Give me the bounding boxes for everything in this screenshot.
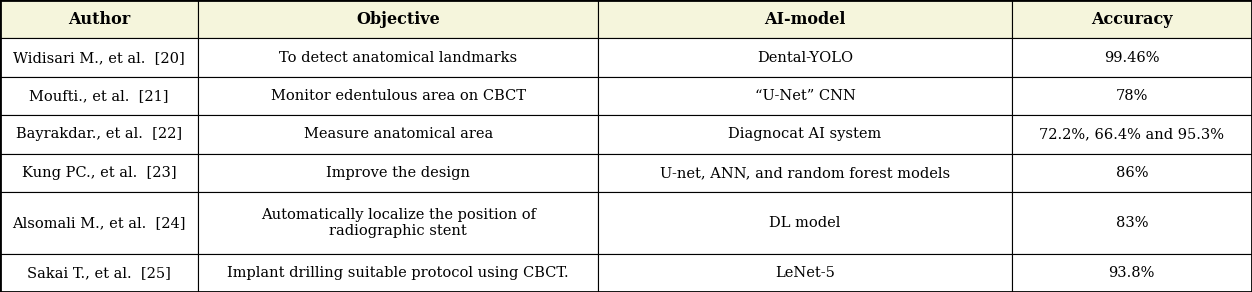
Text: Widisari M., et al.  [20]: Widisari M., et al. [20] [13,51,185,65]
Text: 72.2%, 66.4% and 95.3%: 72.2%, 66.4% and 95.3% [1039,128,1224,141]
Bar [1012,192,1252,253]
Text: 86%: 86% [1116,166,1148,180]
Bar [198,154,598,192]
Bar [1012,253,1252,292]
Text: Objective: Objective [357,11,439,28]
Bar [598,0,1012,39]
Bar [598,154,1012,192]
Text: Measure anatomical area: Measure anatomical area [303,128,493,141]
Text: Bayrakdar., et al.  [22]: Bayrakdar., et al. [22] [16,128,182,141]
Bar [0,253,198,292]
Bar [1012,39,1252,77]
Bar [0,77,198,115]
Bar [598,253,1012,292]
Bar [198,39,598,77]
Bar [1012,154,1252,192]
Bar [598,192,1012,253]
Text: To detect anatomical landmarks: To detect anatomical landmarks [279,51,517,65]
Text: 99.46%: 99.46% [1104,51,1159,65]
Text: Moufti., et al.  [21]: Moufti., et al. [21] [29,89,169,103]
Text: Diagnocat AI system: Diagnocat AI system [729,128,881,141]
Bar [598,115,1012,154]
Text: “U-Net” CNN: “U-Net” CNN [755,89,855,103]
Bar [598,77,1012,115]
Bar [198,192,598,253]
Text: 83%: 83% [1116,216,1148,230]
Bar [198,0,598,39]
Text: 93.8%: 93.8% [1108,266,1156,280]
Text: Alsomali M., et al.  [24]: Alsomali M., et al. [24] [13,216,185,230]
Text: Accuracy: Accuracy [1090,11,1173,28]
Bar [198,77,598,115]
Text: U-net, ANN, and random forest models: U-net, ANN, and random forest models [660,166,950,180]
Bar [1012,115,1252,154]
Text: LeNet-5: LeNet-5 [775,266,835,280]
Text: Monitor edentulous area on CBCT: Monitor edentulous area on CBCT [270,89,526,103]
Text: Sakai T., et al.  [25]: Sakai T., et al. [25] [28,266,170,280]
Bar [0,154,198,192]
Bar [0,115,198,154]
Bar [0,39,198,77]
Text: AI-model: AI-model [765,11,845,28]
Text: Dental-YOLO: Dental-YOLO [757,51,853,65]
Text: DL model: DL model [769,216,841,230]
Bar [1012,0,1252,39]
Text: Improve the design: Improve the design [326,166,471,180]
Text: 78%: 78% [1116,89,1148,103]
Bar [598,39,1012,77]
Text: Author: Author [68,11,130,28]
Bar [198,253,598,292]
Text: Implant drilling suitable protocol using CBCT.: Implant drilling suitable protocol using… [228,266,568,280]
Bar [0,0,198,39]
Text: Kung PC., et al.  [23]: Kung PC., et al. [23] [21,166,177,180]
Bar [0,192,198,253]
Text: Automatically localize the position of
radiographic stent: Automatically localize the position of r… [260,208,536,238]
Bar [1012,77,1252,115]
Bar [198,115,598,154]
